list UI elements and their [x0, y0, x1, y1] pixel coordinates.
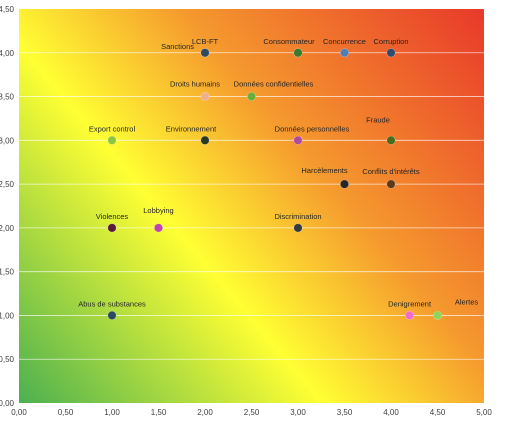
x-axis-ticks: 0,00 0,50 1,00 1,50 2,00 2,50 3,00 3,50 4,00 4,50… — [11, 408, 492, 417]
point-label: Discrimination — [274, 212, 321, 221]
x-tick-label: 1,50 — [151, 408, 167, 417]
data-point — [154, 223, 164, 233]
x-tick-label: 4,50 — [430, 408, 446, 417]
y-tick-label: 2,50 — [0, 180, 15, 189]
point-label: Consommateur — [263, 37, 315, 46]
point-label: Abus de substances — [78, 299, 146, 308]
x-tick-label: 0,00 — [11, 408, 27, 417]
point-label: Alertes — [455, 297, 479, 306]
point-label: Environnement — [166, 124, 217, 133]
point-label: Export control — [89, 124, 136, 133]
data-point — [200, 92, 210, 102]
data-point — [293, 135, 303, 145]
point-label: Conflits d'intérêts — [362, 167, 420, 176]
data-point — [339, 179, 349, 189]
data-point — [247, 92, 257, 102]
point-label: Violences — [96, 212, 129, 221]
point-label: LCB-FT — [192, 37, 219, 46]
x-tick-label: 2,50 — [244, 408, 260, 417]
point-label: Droits humains — [170, 80, 220, 89]
x-tick-label: 0,50 — [58, 408, 74, 417]
y-tick-label: 1,00 — [0, 311, 15, 320]
data-point — [107, 223, 117, 233]
x-tick-label: 2,00 — [197, 408, 213, 417]
data-point — [386, 135, 396, 145]
plot-area — [19, 9, 484, 403]
x-tick-label: 3,00 — [290, 408, 306, 417]
y-tick-label: 4,50 — [0, 5, 15, 14]
point-label: Denigrement — [388, 299, 432, 308]
x-tick-label: 3,50 — [337, 408, 353, 417]
y-tick-label: 3,50 — [0, 93, 15, 102]
point-label: Harcèlements — [301, 166, 348, 175]
y-tick-label: 3,00 — [0, 136, 15, 145]
y-tick-label: 0,00 — [0, 399, 15, 408]
data-point — [107, 135, 117, 145]
y-tick-label: 4,00 — [0, 49, 15, 58]
point-label: Données personnelles — [275, 124, 350, 133]
x-tick-label: 4,00 — [383, 408, 399, 417]
data-point — [339, 48, 349, 58]
y-tick-label: 1,50 — [0, 268, 15, 277]
point-label: Fraude — [366, 115, 390, 124]
point-label: Concurrence — [323, 37, 366, 46]
y-axis-ticks: 0,00 0,50 1,00 1,50 2,00 2,50 3,00 3,50 4,00 4,50 — [0, 5, 15, 408]
data-point — [293, 48, 303, 58]
data-point — [386, 48, 396, 58]
x-tick-label: 5,00 — [476, 408, 492, 417]
gridlines — [19, 52, 484, 360]
data-point — [107, 310, 117, 320]
data-point — [432, 310, 442, 320]
data-point — [405, 310, 415, 320]
point-label: Corruption — [373, 37, 408, 46]
data-point — [293, 223, 303, 233]
data-point — [200, 135, 210, 145]
point-label: Sanctions — [161, 42, 194, 51]
data-point — [386, 179, 396, 189]
x-tick-label: 1,00 — [104, 408, 120, 417]
point-label: Données confidentielles — [234, 80, 314, 89]
data-points — [107, 48, 442, 320]
point-label: Lobbying — [143, 206, 173, 215]
y-tick-label: 0,50 — [0, 355, 15, 364]
y-tick-label: 2,00 — [0, 224, 15, 233]
data-point — [200, 48, 210, 58]
